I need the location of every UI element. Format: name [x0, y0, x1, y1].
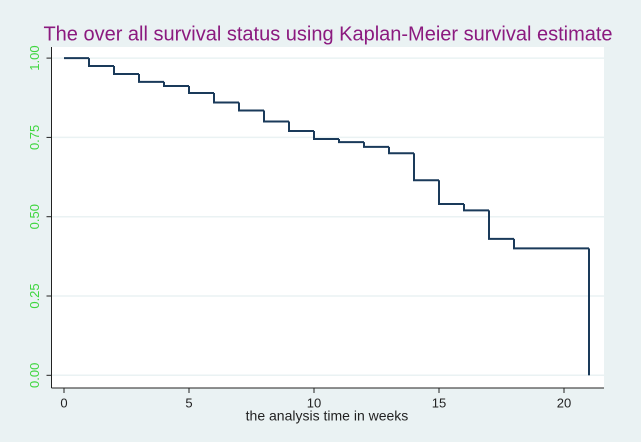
survival-step	[488, 210, 514, 240]
x-axis-label: the analysis time in weeks	[246, 408, 409, 424]
plot-area	[51, 47, 604, 388]
y-tick-label: 0.00	[27, 363, 42, 388]
survival-step	[113, 66, 139, 75]
survival-step	[138, 73, 164, 83]
survival-step	[238, 102, 264, 112]
survival-step	[263, 110, 289, 123]
x-tick-label: 10	[307, 395, 321, 410]
x-tick-label: 0	[60, 395, 67, 410]
x-tick-label: 20	[557, 395, 571, 410]
survival-step	[338, 138, 364, 144]
y-tick-label: 0.25	[27, 283, 42, 308]
y-tick-label: 0.50	[27, 204, 42, 229]
survival-step	[388, 146, 414, 155]
y-tick-label: 0.75	[27, 125, 42, 150]
x-tick-label: 5	[185, 395, 192, 410]
y-tick-label: 1.00	[27, 45, 42, 70]
survival-step	[313, 131, 339, 140]
survival-step	[363, 142, 389, 148]
survival-step	[213, 92, 239, 104]
survival-step	[513, 238, 589, 250]
x-tick-label: 15	[432, 395, 446, 410]
chart-title: The over all survival status using Kapla…	[43, 23, 612, 45]
survival-step	[288, 121, 314, 133]
survival-step	[413, 153, 439, 182]
survival-step	[88, 58, 114, 68]
survival-step	[438, 180, 464, 206]
survival-step	[463, 204, 489, 212]
survival-step	[163, 81, 189, 88]
survival-step	[188, 86, 214, 94]
